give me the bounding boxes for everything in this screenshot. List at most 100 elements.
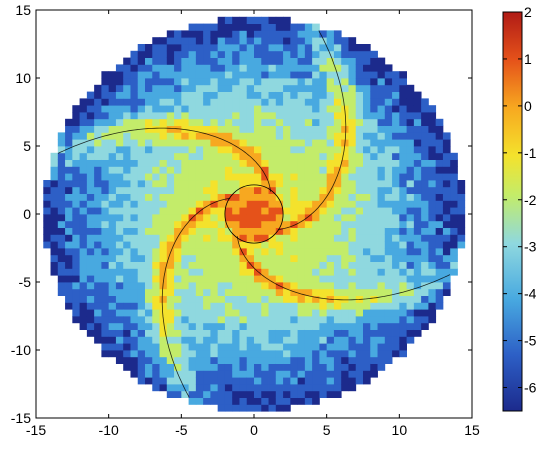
field-cell bbox=[188, 193, 197, 201]
field-cell bbox=[239, 322, 248, 330]
field-cell bbox=[65, 241, 73, 249]
field-cell bbox=[43, 241, 51, 249]
field-cell bbox=[442, 193, 451, 201]
field-cell bbox=[428, 132, 437, 140]
field-cell bbox=[210, 146, 219, 154]
field-cell bbox=[188, 241, 197, 249]
field-cell bbox=[174, 384, 182, 392]
field-cell bbox=[108, 186, 117, 194]
field-cell bbox=[123, 57, 131, 65]
field-cell bbox=[239, 152, 248, 160]
field-cell bbox=[210, 186, 219, 194]
field-cell bbox=[254, 132, 262, 140]
field-cell bbox=[457, 200, 466, 208]
field-cell bbox=[304, 350, 313, 358]
field-cell bbox=[188, 50, 197, 58]
field-cell bbox=[290, 377, 298, 385]
field-cell bbox=[123, 241, 131, 249]
field-cell bbox=[86, 309, 95, 317]
field-cell bbox=[363, 132, 371, 140]
field-cell bbox=[319, 98, 328, 106]
field-cell bbox=[123, 180, 131, 188]
field-cell bbox=[145, 57, 153, 65]
field-cell bbox=[435, 275, 444, 283]
field-cell bbox=[261, 350, 269, 358]
field-cell bbox=[406, 254, 415, 262]
colorbar-tick-label: 1 bbox=[524, 51, 532, 67]
field-cell bbox=[145, 370, 153, 378]
field-cell bbox=[297, 91, 306, 99]
field-cell bbox=[246, 193, 255, 201]
field-cell bbox=[232, 186, 240, 194]
field-cell bbox=[312, 370, 320, 378]
field-cell bbox=[326, 309, 335, 317]
field-cell bbox=[333, 241, 342, 249]
field-cell bbox=[188, 397, 197, 405]
field-cell bbox=[203, 220, 211, 228]
field-cell bbox=[377, 125, 386, 133]
spiral-arm-contour bbox=[237, 236, 451, 301]
field-cell bbox=[246, 370, 255, 378]
field-cell bbox=[217, 139, 226, 147]
field-cell bbox=[115, 254, 124, 262]
field-cell bbox=[65, 166, 73, 174]
field-cell bbox=[195, 282, 204, 290]
field-cell bbox=[123, 356, 131, 364]
field-cell bbox=[370, 91, 378, 99]
field-cell bbox=[232, 125, 240, 133]
field-cell bbox=[65, 295, 73, 303]
field-cell bbox=[181, 248, 189, 256]
field-cell bbox=[159, 261, 168, 269]
field-cell bbox=[326, 30, 335, 38]
field-cell bbox=[159, 152, 168, 160]
field-cell bbox=[333, 193, 342, 201]
field-cell bbox=[254, 23, 262, 31]
field-cell bbox=[57, 254, 66, 262]
field-cell bbox=[108, 248, 117, 256]
field-cell bbox=[406, 316, 415, 324]
field-cell bbox=[283, 261, 291, 269]
field-cell bbox=[188, 146, 197, 154]
field-cell bbox=[43, 180, 51, 188]
field-cell bbox=[275, 166, 284, 174]
field-cell bbox=[137, 363, 146, 371]
field-cell bbox=[348, 180, 357, 188]
field-cell bbox=[254, 159, 262, 167]
field-cell bbox=[261, 268, 269, 276]
field-cell bbox=[181, 30, 189, 38]
field-cell bbox=[268, 350, 277, 358]
field-cell bbox=[145, 282, 153, 290]
field-cell bbox=[261, 78, 269, 86]
field-cell bbox=[283, 336, 291, 344]
field-cell bbox=[108, 336, 117, 344]
field-cell bbox=[341, 50, 349, 58]
field-cell bbox=[123, 248, 131, 256]
field-cell bbox=[283, 125, 291, 133]
field-cell bbox=[435, 302, 444, 310]
field-cell bbox=[348, 146, 357, 154]
field-cell bbox=[268, 146, 277, 154]
field-cell bbox=[152, 193, 160, 201]
field-cell bbox=[304, 132, 313, 140]
field-cell bbox=[115, 261, 124, 269]
field-cell bbox=[341, 146, 349, 154]
field-cell bbox=[181, 50, 189, 58]
field-cell bbox=[312, 227, 320, 235]
field-cell bbox=[174, 350, 182, 358]
field-cell bbox=[268, 207, 277, 215]
field-cell bbox=[166, 370, 175, 378]
field-cell bbox=[188, 37, 197, 45]
field-cell bbox=[232, 295, 240, 303]
field-cell bbox=[188, 343, 197, 351]
field-cell bbox=[428, 180, 437, 188]
field-cell bbox=[246, 186, 255, 194]
field-cell bbox=[370, 350, 378, 358]
field-cell bbox=[152, 37, 160, 45]
field-cell bbox=[203, 139, 211, 147]
field-cell bbox=[442, 282, 451, 290]
field-cell bbox=[224, 159, 233, 167]
field-cell bbox=[297, 84, 306, 92]
field-cell bbox=[101, 200, 110, 208]
field-cell bbox=[159, 207, 168, 215]
field-cell bbox=[195, 288, 204, 296]
